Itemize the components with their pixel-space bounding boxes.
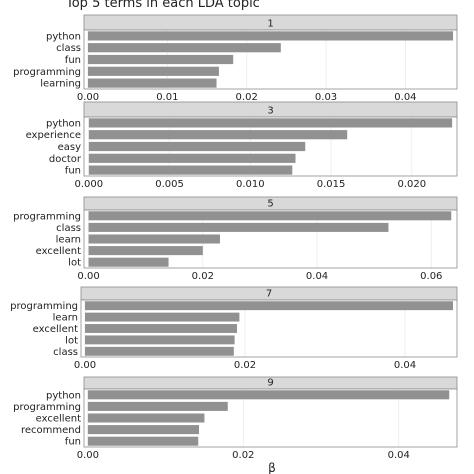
category-label: doctor	[49, 154, 82, 165]
bar	[88, 130, 348, 140]
x-tick-label: 0.02	[236, 92, 258, 103]
x-tick-label: 0.04	[306, 271, 328, 282]
bar	[87, 425, 200, 435]
bar	[85, 335, 235, 345]
bar	[88, 257, 169, 267]
category-label: lot	[68, 258, 81, 269]
category-label: experience	[26, 130, 81, 141]
x-tick-label: 0.04	[388, 450, 410, 461]
x-tick-label: 0.04	[394, 360, 416, 371]
category-label: class	[56, 223, 81, 234]
category-label: excellent	[36, 414, 81, 425]
category-label: fun	[65, 166, 81, 177]
panel-border	[83, 209, 458, 269]
bar	[88, 141, 306, 152]
facet-strip-label: 5	[267, 199, 273, 210]
x-tick-label: 0.01	[156, 92, 178, 103]
bar	[87, 66, 219, 76]
category-label: programming	[13, 211, 81, 222]
x-tick-label: 0.015	[317, 179, 346, 190]
bar	[85, 346, 234, 356]
facet-strip-label: 9	[267, 378, 273, 389]
bar	[88, 234, 220, 244]
x-tick-label: 0.000	[75, 179, 104, 190]
bar	[88, 153, 296, 163]
facet-strip-label: 3	[267, 106, 273, 117]
category-label: python	[46, 31, 81, 42]
category-label: programming	[13, 67, 81, 78]
category-label: python	[46, 118, 81, 129]
bar	[87, 54, 234, 65]
category-label: excellent	[36, 246, 81, 257]
bar	[87, 31, 454, 41]
category-label: learn	[56, 235, 81, 246]
category-label: programming	[10, 301, 78, 312]
x-tick-label: 0.010	[236, 179, 265, 190]
facet-strip-label: 1	[267, 19, 273, 30]
category-label: python	[46, 390, 81, 401]
bar	[88, 165, 293, 175]
category-label: learn	[53, 313, 78, 324]
x-tick-label: 0.005	[155, 179, 184, 190]
x-tick-label: 0.02	[192, 271, 214, 282]
bar	[87, 78, 217, 88]
category-label: fun	[65, 55, 81, 66]
x-tick-label: 0.02	[234, 360, 256, 371]
x-tick-label: 0.00	[77, 271, 99, 282]
category-label: fun	[65, 437, 81, 448]
bar	[88, 222, 389, 232]
category-label: lot	[65, 335, 78, 346]
x-tick-label: 0.06	[420, 271, 442, 282]
panel-border	[83, 116, 458, 177]
category-label: recommend	[21, 425, 81, 436]
x-axis-label: β	[268, 461, 276, 474]
category-label: programming	[13, 402, 81, 413]
category-label: class	[53, 347, 78, 358]
panel-border	[83, 29, 458, 90]
bar	[87, 436, 199, 446]
category-label: learning	[40, 79, 81, 90]
bar	[88, 246, 203, 256]
bar	[87, 43, 281, 53]
bar	[87, 390, 450, 400]
category-label: easy	[58, 142, 81, 153]
bar	[88, 211, 452, 221]
bar	[88, 118, 453, 128]
category-label: excellent	[33, 324, 78, 335]
category-label: class	[56, 43, 81, 54]
x-tick-label: 0.020	[397, 179, 426, 190]
bar	[85, 312, 240, 322]
chart-title: Top 5 terms in each LDA topic	[65, 0, 260, 11]
facet-strip-label: 7	[266, 289, 272, 300]
panel-border	[83, 388, 458, 448]
x-tick-label: 0.00	[77, 450, 99, 461]
bar	[87, 401, 228, 411]
x-tick-label: 0.00	[77, 92, 99, 103]
x-tick-label: 0.02	[232, 450, 254, 461]
bar	[85, 324, 237, 333]
bar	[87, 413, 205, 423]
bar	[85, 301, 453, 311]
x-tick-label: 0.03	[315, 92, 337, 103]
x-tick-label: 0.04	[394, 92, 416, 103]
panel-border	[80, 299, 458, 358]
x-tick-label: 0.00	[74, 360, 96, 371]
